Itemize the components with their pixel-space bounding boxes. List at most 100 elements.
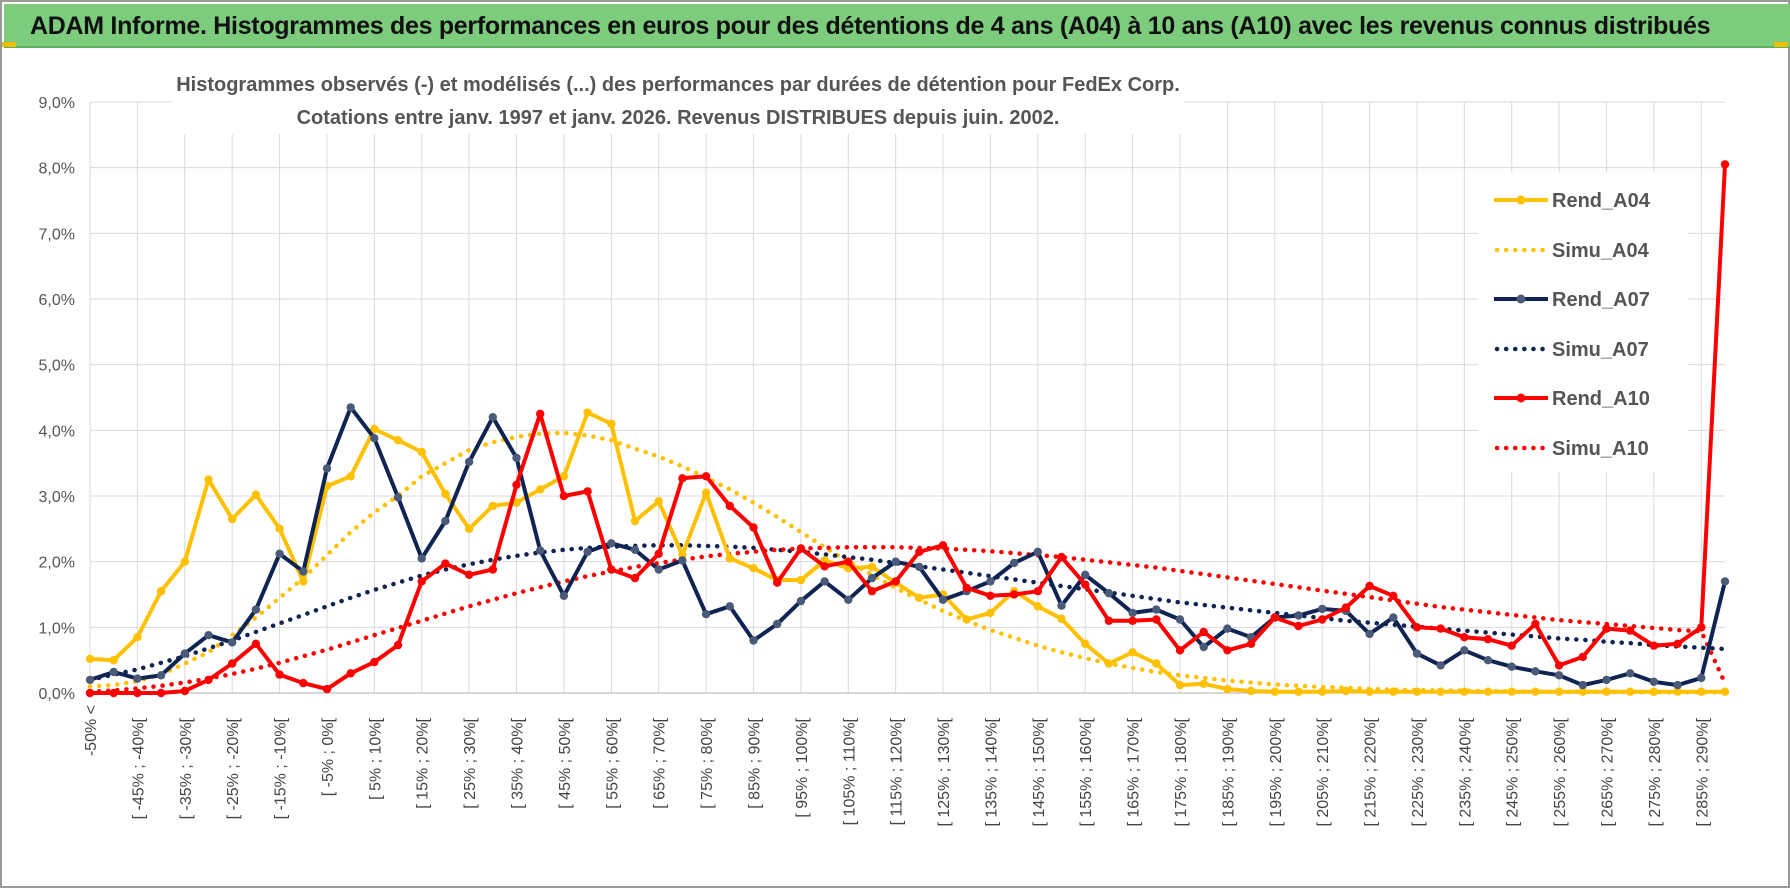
data-point-rend_a07 — [251, 605, 261, 614]
data-point-rend_a04 — [464, 524, 474, 533]
legend-label-rend_a10: Rend_A10 — [1552, 388, 1650, 410]
data-point-rend_a07 — [180, 649, 189, 658]
data-point-rend_a04 — [962, 615, 971, 624]
data-point-rend_a04 — [299, 577, 308, 586]
legend-label-simu_a07: Simu_A07 — [1552, 339, 1649, 361]
data-point-rend_a10 — [1199, 627, 1208, 637]
x-tick-label: [ 115% ; 120%[ — [889, 717, 906, 825]
data-point-rend_a10 — [1033, 587, 1043, 596]
data-point-rend_a10 — [1531, 619, 1540, 629]
data-point-rend_a10 — [986, 591, 995, 600]
data-point-rend_a07 — [1697, 673, 1706, 683]
data-point-rend_a10 — [820, 562, 829, 571]
x-tick-label: [ 245% ; 250%[ — [1505, 717, 1522, 826]
x-tick-label: [ 265% ; 270%[ — [1600, 717, 1617, 826]
data-point-rend_a04 — [1554, 687, 1564, 696]
data-point-rend_a07 — [1483, 656, 1493, 665]
data-point-rend_a10 — [1294, 621, 1303, 631]
data-point-rend_a04 — [109, 656, 118, 665]
legend-label-simu_a04: Simu_A04 — [1552, 240, 1650, 262]
data-point-rend_a04 — [630, 516, 640, 526]
data-point-rend_a10 — [156, 688, 166, 698]
data-point-rend_a07 — [1436, 661, 1445, 670]
data-point-rend_a10 — [322, 684, 332, 694]
data-point-rend_a04 — [512, 498, 521, 507]
data-point-rend_a04 — [1578, 687, 1588, 696]
y-tick-label: 8,0% — [39, 161, 75, 178]
x-tick-label: [ 195% ; 200%[ — [1268, 717, 1285, 826]
data-point-rend_a04 — [204, 475, 213, 484]
data-point-rend_a04 — [583, 408, 592, 417]
corner-accent-right — [1774, 42, 1788, 47]
data-point-rend_a10 — [725, 501, 734, 511]
data-point-rend_a10 — [1720, 160, 1730, 169]
data-point-rend_a07 — [1460, 646, 1469, 655]
data-point-rend_a10 — [773, 578, 782, 587]
legend-marker-rend_a04 — [1516, 195, 1526, 205]
data-point-rend_a10 — [1128, 616, 1137, 625]
data-point-rend_a10 — [583, 487, 592, 496]
data-point-rend_a04 — [1483, 687, 1493, 696]
y-tick-label: 4,0% — [39, 423, 75, 440]
y-tick-label: 1,0% — [39, 620, 75, 637]
data-point-rend_a10 — [464, 570, 474, 579]
y-tick-label: 5,0% — [39, 358, 75, 375]
legend-label-rend_a04: Rend_A04 — [1552, 190, 1651, 212]
data-point-rend_a10 — [701, 472, 711, 481]
data-point-rend_a07 — [1389, 613, 1398, 622]
data-point-rend_a04 — [228, 514, 237, 524]
data-point-rend_a04 — [393, 436, 403, 445]
data-point-rend_a07 — [1294, 611, 1303, 620]
x-tick-label: [ -15% ; -10%[ — [273, 717, 290, 819]
data-point-rend_a07 — [512, 453, 521, 463]
data-point-rend_a10 — [1578, 652, 1588, 662]
data-point-rend_a04 — [1128, 648, 1137, 657]
data-point-rend_a10 — [1365, 581, 1374, 591]
y-tick-label: 6,0% — [39, 292, 75, 309]
data-point-rend_a07 — [725, 602, 734, 611]
x-tick-label: [ 35% ; 40%[ — [510, 717, 527, 808]
data-point-rend_a04 — [1389, 687, 1398, 696]
x-tick-label: [ 95% ; 100%[ — [794, 717, 811, 817]
data-point-rend_a07 — [1033, 547, 1043, 556]
data-point-rend_a07 — [796, 596, 806, 606]
data-point-rend_a07 — [85, 675, 95, 685]
data-point-rend_a07 — [441, 516, 450, 526]
data-point-rend_a07 — [1649, 677, 1659, 686]
data-point-rend_a07 — [1531, 667, 1540, 676]
data-point-rend_a04 — [1152, 659, 1161, 668]
y-axis-ticks: 0,0% 1,0% 2,0% 3,0% 4,0% 5,0% 6,0% 7,0% 8,0% 9,0% — [39, 95, 75, 703]
data-point-rend_a04 — [370, 424, 379, 434]
data-point-rend_a10 — [1673, 639, 1682, 648]
data-point-rend_a10 — [346, 669, 355, 678]
data-point-rend_a07 — [915, 562, 924, 572]
data-point-rend_a04 — [915, 593, 924, 602]
x-tick-label: -50% < — [83, 705, 100, 756]
data-point-rend_a04 — [1175, 680, 1185, 690]
data-point-rend_a07 — [1175, 615, 1185, 624]
data-point-rend_a04 — [1294, 687, 1303, 696]
data-point-rend_a04 — [1318, 687, 1327, 696]
data-point-rend_a10 — [512, 480, 521, 489]
data-point-rend_a10 — [1554, 661, 1564, 670]
data-point-rend_a04 — [607, 419, 616, 428]
x-tick-label: [ 135% ; 140%[ — [983, 717, 1000, 826]
data-point-rend_a04 — [1341, 686, 1351, 696]
data-point-rend_a10 — [630, 573, 640, 583]
data-point-rend_a04 — [1365, 687, 1374, 696]
data-point-rend_a07 — [393, 493, 403, 502]
x-tick-label: [ 105% ; 110%[ — [841, 717, 858, 825]
data-point-rend_a07 — [1104, 589, 1114, 598]
data-point-rend_a10 — [1507, 641, 1516, 650]
data-point-rend_a07 — [133, 674, 142, 683]
data-point-rend_a10 — [1270, 613, 1280, 622]
data-point-rend_a10 — [180, 686, 189, 696]
data-point-rend_a04 — [1720, 687, 1730, 696]
chart-subtitle: Cotations entre janv. 1997 et janv. 2026… — [297, 107, 1060, 129]
x-tick-label: [ 255% ; 260%[ — [1552, 717, 1569, 826]
data-point-rend_a04 — [1057, 614, 1066, 623]
data-point-rend_a10 — [1626, 626, 1635, 635]
data-point-rend_a04 — [275, 524, 284, 533]
data-point-rend_a10 — [536, 409, 545, 419]
